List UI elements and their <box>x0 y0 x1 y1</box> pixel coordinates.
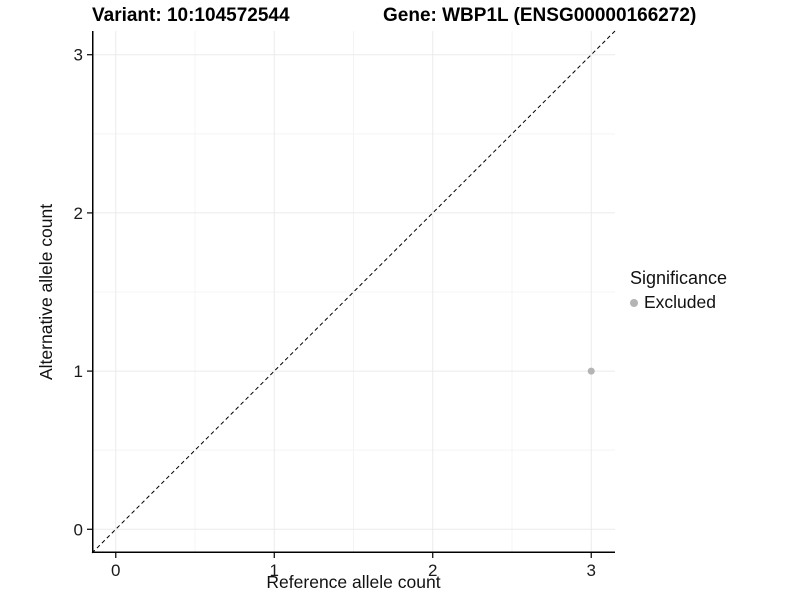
y-tick-label: 0 <box>74 520 83 539</box>
plot-panel: 0 1 2 3 0 1 2 3 <box>74 30 616 580</box>
variant-title: Variant: 10:104572544 <box>92 5 290 26</box>
x-axis-label: Reference allele count <box>266 572 441 592</box>
x-tick-label: 0 <box>111 561 120 580</box>
x-tick-label: 2 <box>428 561 437 580</box>
legend-item-label: Excluded <box>644 292 716 312</box>
data-point <box>587 367 595 375</box>
y-tick-label: 2 <box>74 204 83 223</box>
legend-item: Excluded <box>630 292 727 313</box>
y-tick-label: 1 <box>74 362 83 381</box>
gene-title: Gene: WBP1L (ENSG00000166272) <box>383 5 697 26</box>
x-tick-label: 1 <box>270 561 279 580</box>
legend-title: Significance <box>630 268 728 288</box>
y-axis-label: Alternative allele count <box>36 203 56 381</box>
legend: Significance Excluded <box>630 268 727 313</box>
y-tick-label: 3 <box>74 46 83 65</box>
legend-point-icon <box>630 298 638 307</box>
x-tick-label: 3 <box>586 561 595 580</box>
